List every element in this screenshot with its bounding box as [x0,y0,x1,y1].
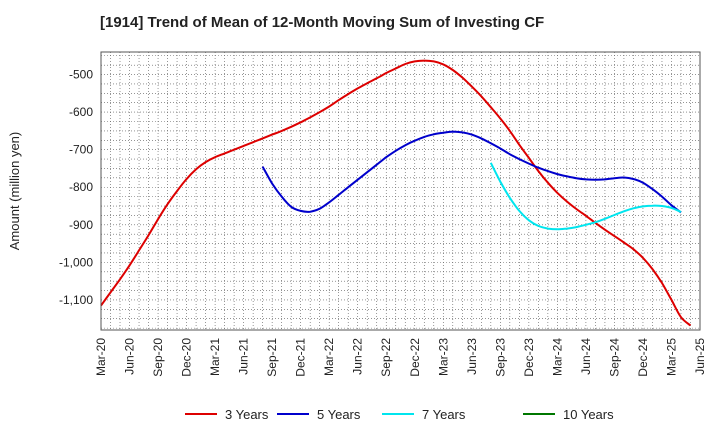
series-line-3-years [100,59,692,327]
y-axis-label: Amount (million yen) [7,132,22,251]
x-axis-ticks: Mar-20 Jun-20 Sep-20 Dec-20 Mar-21 Jun-21 Sep-… [94,338,707,377]
x-tick-label: Sep-23 [493,338,507,377]
x-tick-label: Mar-25 [664,338,678,376]
plot-frame [100,51,701,331]
y-tick-label: -800 [69,180,93,194]
x-tick-label: Jun-20 [123,338,137,375]
x-tick-label: Mar-21 [208,338,222,376]
series-line-5-years [261,130,682,214]
x-tick-label: Sep-24 [607,338,621,377]
x-tick-label: Jun-22 [351,338,365,375]
grid [100,52,701,330]
x-tick-label: Jun-24 [579,338,593,375]
legend-label: 10 Years [563,407,614,422]
y-axis-ticks: -500 -600 -700 -800 -900 -1,000 -1,100 [59,68,93,307]
x-tick-label: Jun-23 [465,338,479,375]
y-tick-label: -1,100 [59,293,93,307]
chart-title: [1914] Trend of Mean of 12-Month Moving … [100,14,545,31]
series-line-7-years [489,162,682,231]
y-tick-label: -500 [69,68,93,82]
y-tick-label: -700 [69,143,93,157]
legend-label: 3 Years [225,407,269,422]
x-tick-label: Jun-21 [237,338,251,375]
series-lines [100,59,692,327]
x-tick-label: Dec-21 [294,338,308,377]
x-tick-label: Dec-24 [636,338,650,377]
legend: 3 Years 5 Years 7 Years 10 Years [185,407,614,422]
x-tick-label: Dec-23 [522,338,536,377]
y-tick-label: -900 [69,218,93,232]
y-tick-label: -600 [69,105,93,119]
x-tick-label: Dec-22 [408,338,422,377]
x-tick-label: Mar-22 [322,338,336,376]
y-tick-label: -1,000 [59,255,93,269]
x-tick-label: Mar-24 [550,338,564,376]
x-tick-label: Sep-20 [151,338,165,377]
x-tick-label: Dec-20 [180,338,194,377]
x-tick-label: Sep-22 [379,338,393,377]
x-tick-label: Mar-20 [94,338,108,376]
legend-label: 5 Years [317,407,361,422]
x-tick-label: Jun-25 [693,338,707,375]
x-tick-label: Mar-23 [436,338,450,376]
legend-label: 7 Years [422,407,466,422]
x-tick-label: Sep-21 [265,338,279,377]
